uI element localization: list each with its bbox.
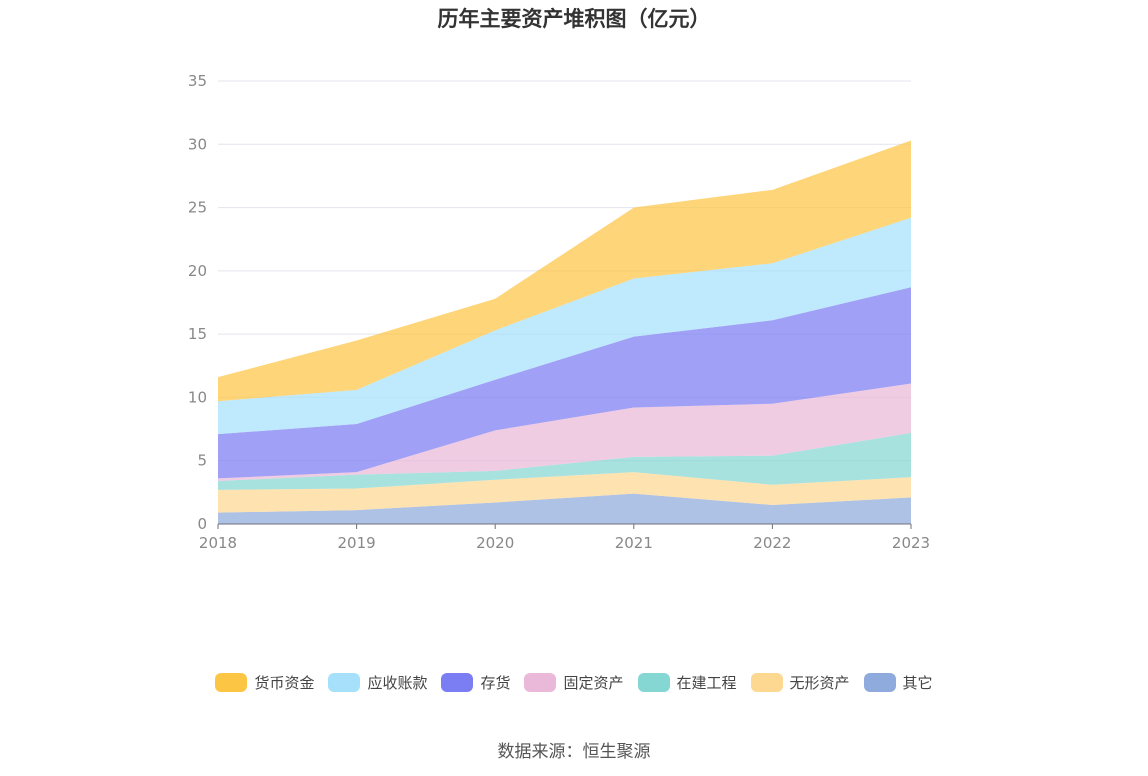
legend-item[interactable]: 应收账款 — [328, 672, 427, 693]
legend-swatch — [863, 673, 896, 692]
data-source: 数据来源：恒生聚源 — [497, 742, 651, 762]
legend-swatch — [750, 673, 783, 692]
legend-label: 应收账款 — [367, 674, 428, 692]
chart-title: 历年主要资产堆积图（亿元） — [437, 7, 711, 31]
y-tick-label: 15 — [188, 325, 207, 343]
legend-item[interactable]: 无形资产 — [750, 672, 850, 693]
x-tick-label: 2022 — [753, 534, 791, 552]
legend: 货币资金 应收账款 存货 固定资产 在建工程 无形资产 其它 — [0, 672, 1148, 693]
x-tick-label: 2023 — [892, 534, 930, 552]
legend-item[interactable]: 货币资金 — [215, 672, 314, 693]
y-tick-label: 30 — [188, 135, 207, 153]
x-tick-label: 2018 — [199, 534, 237, 552]
y-tick-label: 20 — [188, 262, 207, 280]
x-tick-label: 2020 — [476, 534, 514, 552]
area-series — [218, 287, 911, 479]
legend-label: 货币资金 — [254, 674, 315, 692]
y-tick-label: 35 — [188, 72, 207, 90]
y-tick-label: 5 — [197, 452, 207, 470]
axes: 0 5 10 15 20 25 30 35 2018 2019 2020 2021 2022 2023 — [188, 72, 930, 552]
legend-label: 存货 — [480, 674, 511, 692]
stacked-areas — [218, 140, 911, 524]
area-series — [218, 432, 911, 490]
area-series — [218, 140, 911, 402]
legend-swatch — [637, 673, 670, 692]
legend-swatch — [441, 673, 474, 692]
legend-label: 无形资产 — [789, 674, 850, 692]
legend-item[interactable]: 其它 — [863, 672, 933, 693]
x-tick-label: 2019 — [338, 534, 376, 552]
legend-swatch — [328, 673, 361, 692]
legend-label: 其它 — [902, 674, 933, 692]
legend-item[interactable]: 在建工程 — [637, 672, 737, 693]
area-series — [218, 472, 911, 513]
legend-swatch — [215, 673, 248, 692]
area-series — [218, 493, 911, 524]
y-tick-label: 0 — [197, 515, 207, 533]
legend-label: 在建工程 — [676, 674, 737, 692]
y-tick-label: 25 — [188, 199, 207, 217]
legend-swatch — [524, 673, 557, 692]
area-series — [218, 217, 911, 435]
legend-item[interactable]: 固定资产 — [524, 672, 624, 693]
area-series — [218, 383, 911, 481]
legend-label: 固定资产 — [563, 674, 624, 692]
y-tick-label: 10 — [188, 388, 207, 406]
legend-item[interactable]: 存货 — [441, 672, 510, 693]
x-tick-label: 2021 — [615, 534, 653, 552]
